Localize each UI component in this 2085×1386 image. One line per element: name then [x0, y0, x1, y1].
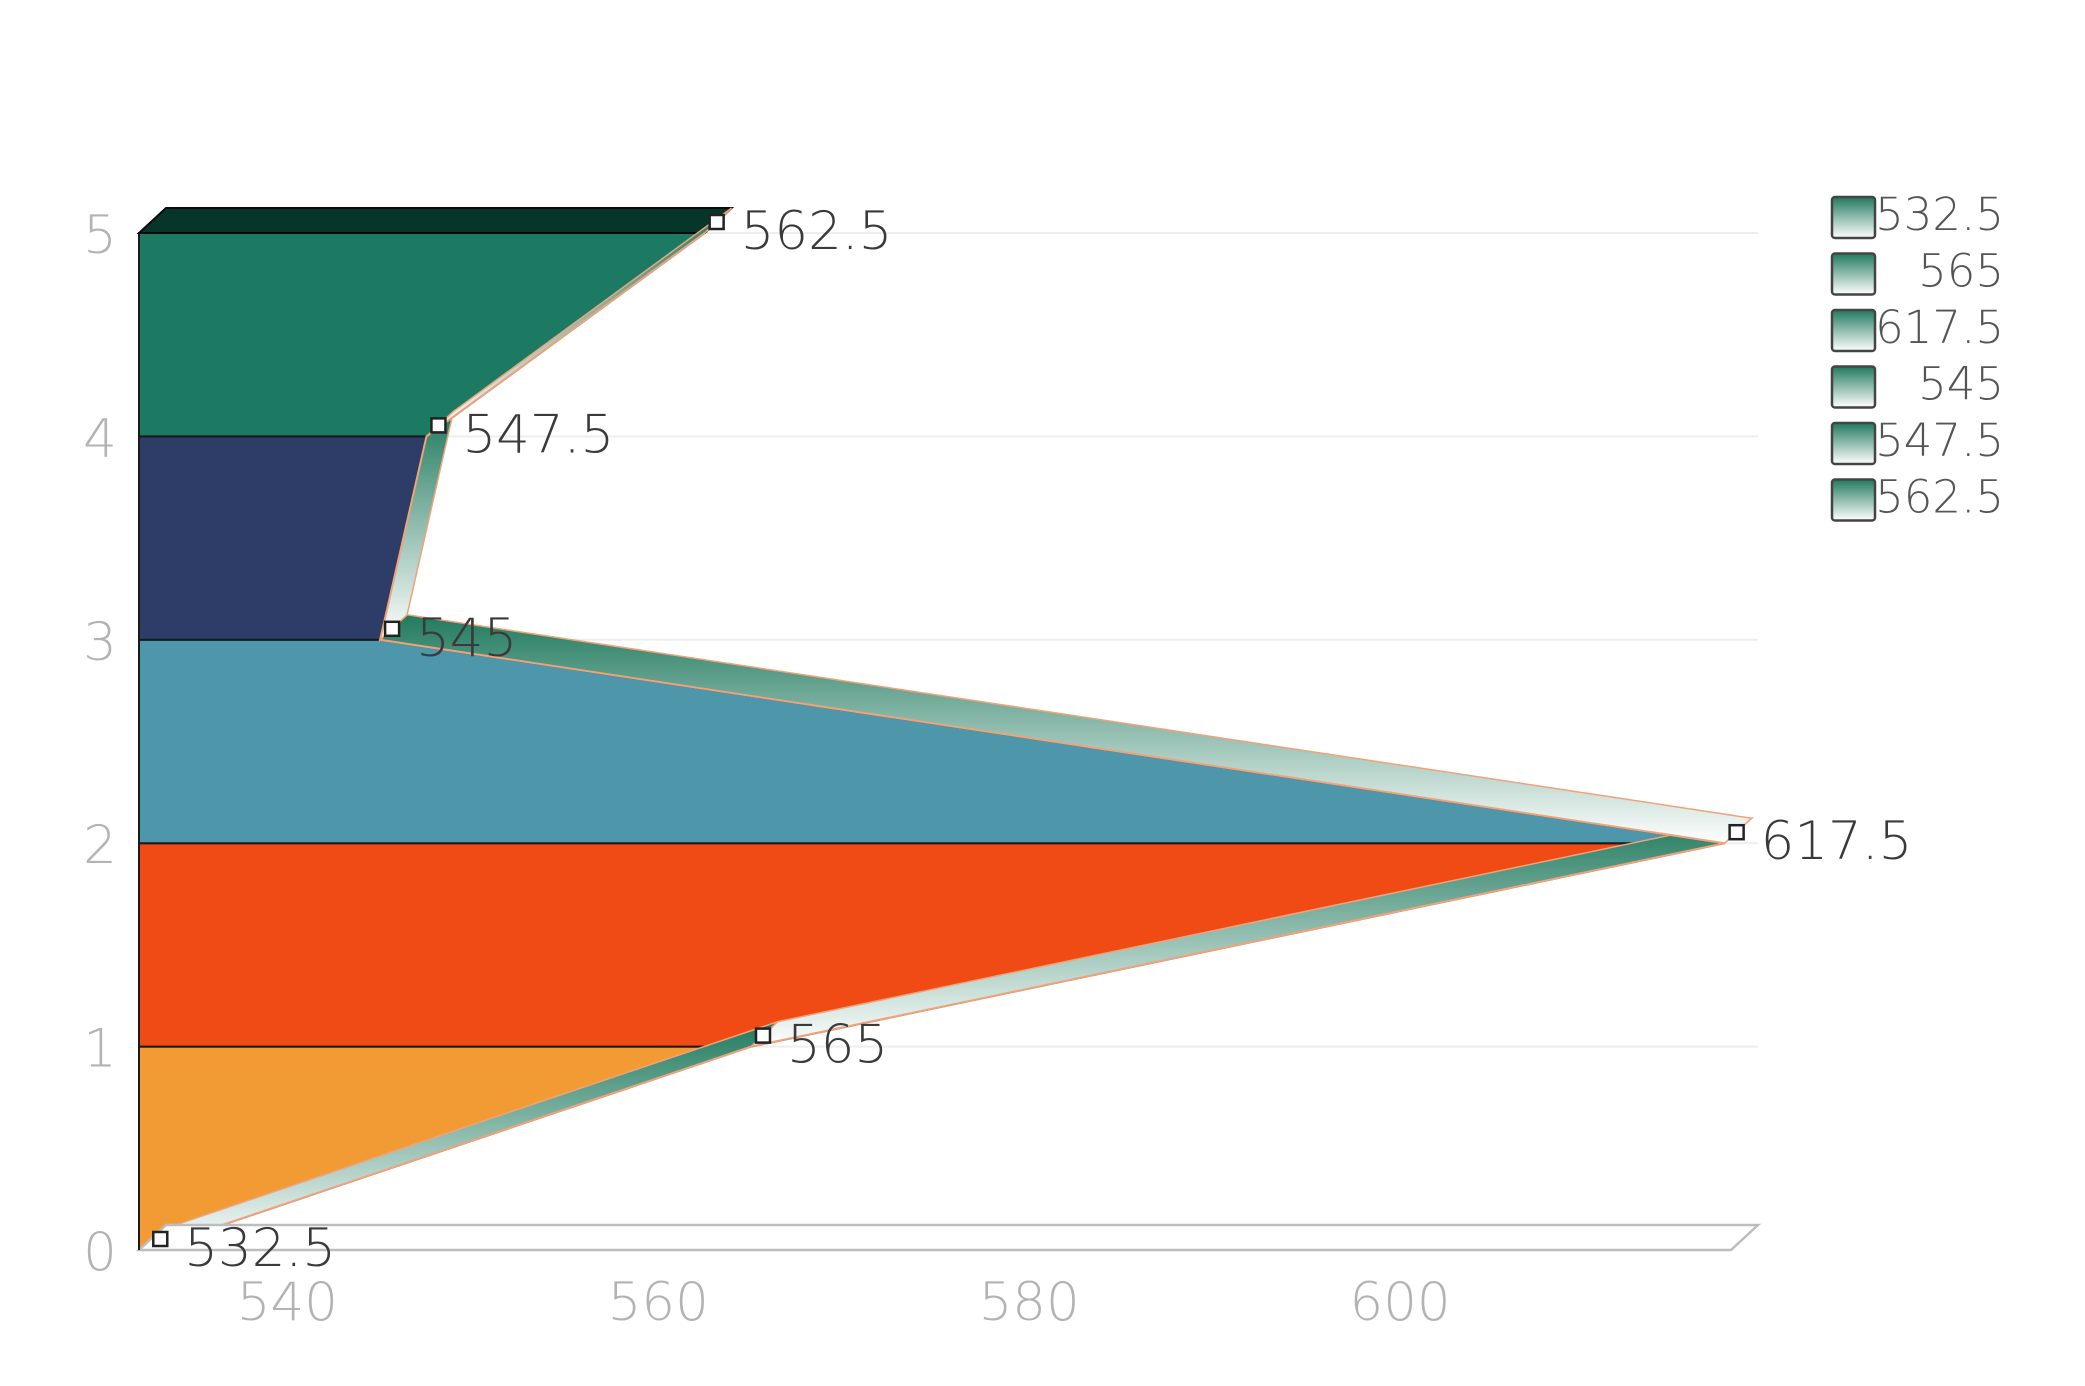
- data-point-1: [754, 1027, 772, 1044]
- area-band-3: [138, 435, 428, 641]
- y-tick-label-5: 5: [83, 205, 117, 266]
- y-tick-label-4: 4: [83, 408, 117, 469]
- label-layer: 532.5 565 617.5 545 547.5 562.5: [184, 201, 1912, 1279]
- data-label-2: 617.5: [1761, 811, 1913, 872]
- series-line: [147, 232, 1725, 1251]
- data-point-2: [1728, 823, 1745, 841]
- y-tick-label-2: 2: [83, 815, 117, 876]
- data-point-5: [708, 213, 725, 231]
- data-point-0: [152, 1230, 169, 1248]
- marker-layer: [152, 213, 1745, 1248]
- ribbon-layer: [147, 207, 1755, 1251]
- x-tick-label-560: 560: [608, 1272, 709, 1333]
- legend-swatch-2: [1830, 308, 1877, 353]
- legend-label-2: 617.5: [1875, 301, 2004, 354]
- legend-label-3: 545: [1918, 358, 2004, 411]
- legend-swatch-1: [1830, 252, 1877, 296]
- y-tick-label-0: 0: [83, 1222, 117, 1283]
- y-tick-label-3: 3: [83, 612, 117, 673]
- legend-label-0: 532.5: [1875, 188, 2004, 241]
- x-axis-floor: [135, 1223, 1762, 1252]
- data-label-1: 565: [787, 1015, 888, 1076]
- y-tick-label-1: 1: [83, 1019, 117, 1080]
- x-tick-label-540: 540: [237, 1272, 338, 1333]
- band-layer: [136, 207, 1725, 1251]
- legend-label-4: 547.5: [1875, 414, 2004, 467]
- legend-swatch-3: [1830, 365, 1877, 409]
- legend-swatch-5: [1830, 478, 1877, 522]
- data-label-3: 545: [416, 608, 517, 669]
- data-label-4: 547.5: [462, 404, 614, 465]
- legend-label-5: 562.5: [1875, 471, 2004, 524]
- axis-layer: 0 1 2 3 4 5 540 560 580 600: [83, 205, 1762, 1333]
- data-label-0: 532.5: [184, 1218, 336, 1279]
- legend-label-1: 565: [1918, 245, 2004, 298]
- data-point-3: [383, 620, 401, 638]
- area-band-2: [138, 638, 1725, 845]
- x-tick-label-580: 580: [979, 1272, 1080, 1333]
- legend-swatch-4: [1830, 421, 1877, 466]
- data-label-5: 562.5: [741, 201, 893, 262]
- area-band-4: [138, 232, 708, 438]
- x-tick-label-600: 600: [1349, 1272, 1450, 1333]
- area-top-cap: [136, 207, 735, 234]
- data-point-4: [430, 417, 447, 434]
- legend-swatch-0: [1830, 195, 1877, 240]
